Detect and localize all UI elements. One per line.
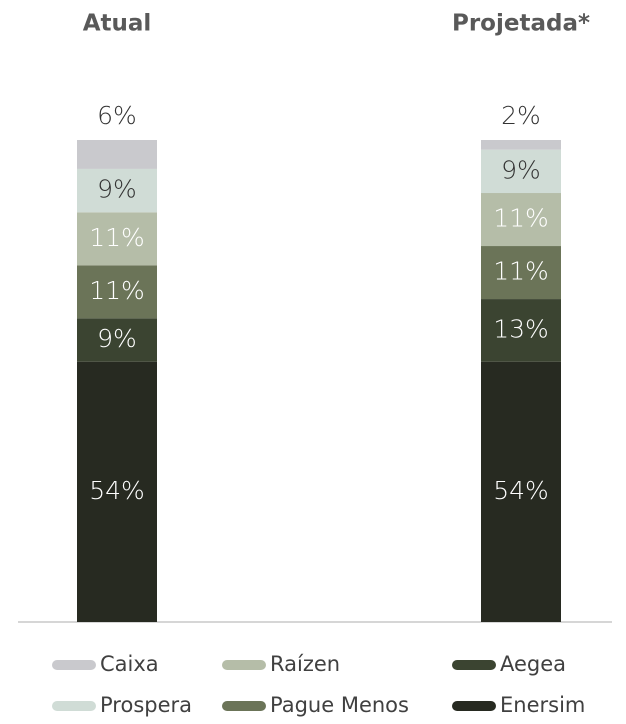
bar-segment	[481, 193, 561, 247]
legend-label: Aegea	[500, 652, 566, 676]
value-label: 11%	[493, 204, 549, 233]
legend-swatch	[52, 701, 96, 711]
bar-segment	[77, 318, 157, 362]
bar-segment	[77, 361, 157, 622]
legend-label: Raízen	[270, 652, 340, 676]
legend-swatch	[452, 660, 496, 670]
value-label: 11%	[89, 276, 145, 305]
bar-segment	[77, 168, 157, 213]
legend-swatch	[452, 701, 496, 711]
legend-label: Enersim	[500, 693, 585, 717]
bar-segment	[77, 140, 157, 169]
legend-swatch	[52, 660, 96, 670]
value-label: 13%	[493, 314, 549, 343]
value-label: 54%	[493, 476, 549, 505]
value-label: 54%	[89, 476, 145, 505]
legend-label: Pague Menos	[270, 693, 409, 717]
value-label: 9%	[97, 175, 137, 204]
legend-label: Prospera	[100, 693, 192, 717]
value-label: 11%	[89, 223, 145, 252]
bar-segment	[481, 140, 561, 150]
bar-segment	[481, 299, 561, 362]
bar-segment	[481, 149, 561, 194]
legend-label: Caixa	[100, 652, 159, 676]
bar-segment	[481, 361, 561, 622]
legend-swatch	[222, 660, 266, 670]
value-label: 9%	[97, 324, 137, 353]
value-label: 11%	[493, 257, 549, 286]
category-label: Projetada*	[452, 11, 590, 37]
bar-segment	[77, 265, 157, 319]
legend-swatch	[222, 701, 266, 711]
value-label: 9%	[501, 155, 541, 184]
value-label: 6%	[97, 101, 137, 130]
bar-segment	[77, 212, 157, 266]
value-label: 2%	[501, 101, 541, 130]
bar-segment	[481, 246, 561, 300]
category-label: Atual	[83, 11, 152, 37]
